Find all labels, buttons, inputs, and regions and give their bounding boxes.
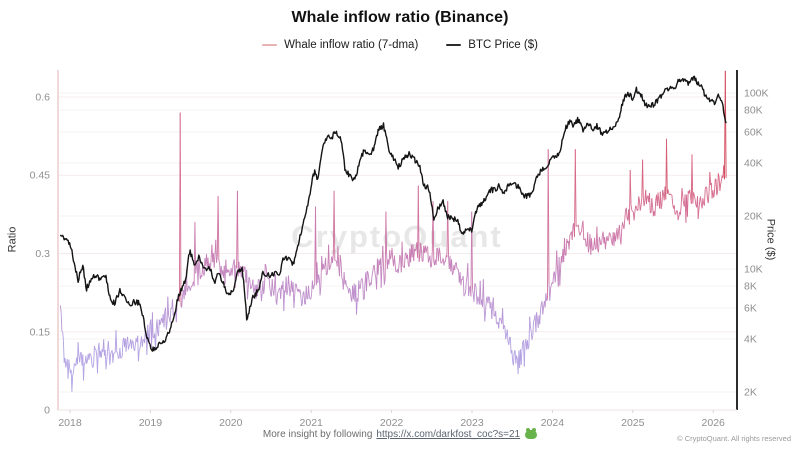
x-axis-tick: 2021 xyxy=(300,417,324,429)
price-line-series xyxy=(59,75,727,352)
watermark: CryptoQuant xyxy=(291,219,502,254)
ratio-line-series xyxy=(59,70,727,392)
y-axis-tick-right: 40K xyxy=(744,158,763,170)
y-axis-tick-right: 2K xyxy=(744,387,757,399)
legend-item-whale-inflow-ratio[interactable]: Whale inflow ratio (7-dma) xyxy=(262,39,418,51)
footer-text: More insight by following xyxy=(262,429,373,440)
y-axis-tick-left: 0 xyxy=(44,405,50,417)
x-axis-tick: 2026 xyxy=(702,417,726,429)
legend-swatch-ratio xyxy=(262,44,278,46)
footer-link[interactable]: https://x.com/darkfost_coc?s=21 xyxy=(376,429,521,440)
y-axis-tick-right: 4K xyxy=(744,334,757,346)
x-axis-tick: 2024 xyxy=(541,417,565,429)
y-axis-title-right: Price ($) xyxy=(764,218,777,261)
x-axis-tick: 2022 xyxy=(380,417,404,429)
legend-item-btc-price[interactable]: BTC Price ($) xyxy=(446,39,538,51)
y-axis-tick-left: 0.3 xyxy=(35,248,50,260)
legend-label-ratio: Whale inflow ratio (7-dma) xyxy=(284,39,419,51)
axis-lines xyxy=(57,70,738,413)
frog-emoji xyxy=(525,428,538,439)
footer: More insight by following https://x.com/… xyxy=(0,428,800,440)
legend: Whale inflow ratio (7-dma) BTC Price ($) xyxy=(0,39,800,51)
price-line xyxy=(59,75,727,352)
x-axis-tick: 2019 xyxy=(139,417,163,429)
y-axis-tick-right: 6K xyxy=(744,303,757,315)
y-axis-tick-right: 8K xyxy=(744,281,757,293)
y-axis-tick-right: 20K xyxy=(744,211,763,223)
y-axis-tick-right: 80K xyxy=(744,105,763,117)
copyright-notice: © CryptoQuant. All rights reserved xyxy=(677,434,791,443)
legend-label-price: BTC Price ($) xyxy=(468,39,538,51)
axis-tick-labels: 0 0.15 0.3 0.45 0.6 2K 4K 6K 8K 10K 20K 40K 60K 80K 10… xyxy=(30,88,769,430)
gridlines xyxy=(58,92,737,393)
y-axis-tick-right: 10K xyxy=(744,264,763,276)
y-axis-title-left: Ratio xyxy=(6,226,19,253)
chart-title: Whale inflow ratio (Binance) xyxy=(291,9,509,26)
x-axis-tick: 2023 xyxy=(460,417,484,429)
x-axis-tick: 2018 xyxy=(58,417,82,429)
legend-swatch-price xyxy=(446,44,462,46)
x-axis-tick: 2020 xyxy=(219,417,243,429)
y-axis-tick-right: 100K xyxy=(744,88,769,100)
y-axis-tick-right: 60K xyxy=(744,127,763,139)
y-axis-tick-left: 0.45 xyxy=(30,170,51,182)
x-axis-tick: 2025 xyxy=(621,417,645,429)
y-axis-tick-left: 0.6 xyxy=(35,92,50,104)
y-axis-tick-left: 0.15 xyxy=(30,326,51,338)
